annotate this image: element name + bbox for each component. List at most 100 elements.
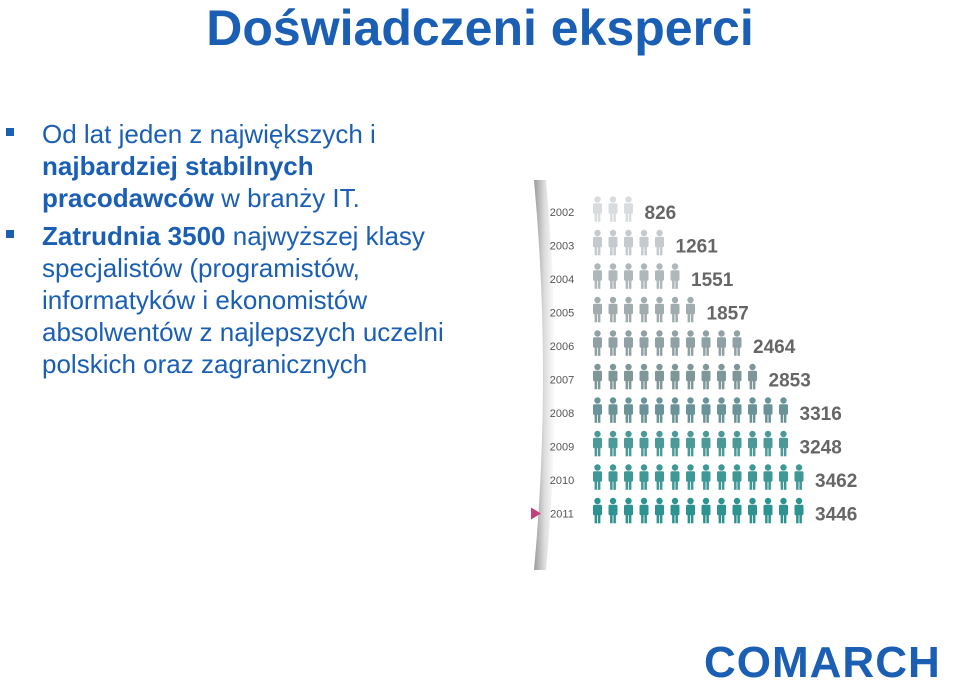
year-label: 2010 — [550, 475, 574, 487]
person-icon — [732, 363, 742, 390]
year-label: 2011 — [550, 509, 574, 521]
year-label: 2007 — [550, 375, 574, 387]
year-label: 2006 — [550, 341, 574, 353]
person-icon — [732, 397, 742, 423]
person-icon — [608, 497, 618, 524]
person-icon — [717, 497, 726, 524]
person-icon — [593, 263, 602, 289]
person-icon — [655, 430, 664, 457]
comarch-logo: COMARCH — [704, 638, 941, 687]
person-icon — [593, 430, 602, 457]
bullet-list: Od lat jeden z największych i najbardzie… — [6, 118, 476, 386]
value-label: 3248 — [800, 438, 842, 459]
chart-row-2006: 2006 2464 — [550, 330, 796, 358]
person-icon — [624, 196, 633, 222]
chart-row-2003: 2003 1261 — [550, 229, 718, 258]
bullet-1-text-1: Od lat jeden z największych i — [42, 119, 376, 149]
chart-row-2004: 2004 1551 — [550, 263, 734, 291]
square-bullet-icon — [6, 230, 14, 238]
year-label: 2009 — [550, 442, 574, 454]
value-label: 2464 — [753, 337, 796, 358]
chart-row-2007: 2007 2853 — [550, 363, 811, 392]
person-icon — [748, 363, 757, 390]
person-icon — [608, 196, 618, 222]
person-icon — [639, 397, 649, 423]
person-icon — [655, 263, 664, 289]
person-icon — [701, 430, 711, 457]
person-icon — [639, 464, 649, 490]
person-icon — [717, 330, 726, 356]
person-icon — [763, 397, 773, 423]
person-icon — [624, 397, 633, 423]
person-icon — [624, 430, 633, 457]
person-icon — [608, 363, 618, 390]
person-icon — [608, 296, 618, 323]
person-icon — [624, 464, 633, 490]
person-icon — [639, 229, 649, 256]
person-icon — [639, 497, 649, 524]
person-icon — [686, 397, 695, 423]
person-icon — [686, 430, 695, 457]
person-icon — [794, 464, 804, 490]
timeline-rail — [534, 180, 555, 570]
person-icon — [608, 330, 618, 356]
person-icon — [608, 397, 618, 423]
person-icon — [686, 296, 695, 323]
person-icon — [593, 497, 602, 524]
value-label: 2853 — [769, 371, 811, 392]
person-icon — [686, 497, 695, 524]
person-icon — [593, 196, 602, 222]
year-label: 2008 — [550, 408, 574, 420]
person-icon — [624, 330, 633, 356]
person-icon — [639, 330, 649, 356]
bullet-1-text-2: najbardziej stabilnych pracodawców — [42, 151, 314, 213]
person-icon — [593, 330, 602, 356]
person-icon — [763, 497, 773, 524]
value-label: 3446 — [815, 505, 857, 526]
person-icon — [593, 229, 602, 256]
chart-row-2009: 2009 3248 — [550, 430, 842, 459]
person-icon — [624, 497, 633, 524]
person-icon — [779, 497, 788, 524]
person-icon — [717, 430, 726, 457]
person-icon — [748, 397, 757, 423]
person-icon — [670, 263, 680, 289]
person-icon — [608, 229, 618, 256]
person-icon — [639, 430, 649, 457]
person-icon — [639, 263, 649, 289]
square-bullet-icon — [6, 128, 14, 136]
year-label: 2003 — [550, 241, 574, 253]
person-icon — [732, 497, 742, 524]
person-icon — [670, 330, 680, 356]
person-icon — [639, 296, 649, 323]
person-icon — [732, 430, 742, 457]
person-icon — [593, 397, 602, 423]
bullet-2-text-1: Zatrudnia 3500 — [42, 221, 226, 251]
person-icon — [670, 363, 680, 390]
marker-triangle-icon — [531, 507, 541, 520]
person-icon — [655, 296, 664, 323]
person-icon — [763, 430, 773, 457]
bullet-item-1: Od lat jeden z największych i najbardzie… — [6, 118, 476, 214]
person-icon — [624, 363, 633, 390]
person-icon — [717, 363, 726, 390]
chart-row-2010: 2010 3462 — [550, 464, 857, 492]
person-icon — [701, 330, 711, 356]
bullet-item-2: Zatrudnia 3500 najwyższej klasy specjali… — [6, 220, 476, 380]
person-icon — [686, 464, 695, 490]
chart-row-2008: 2008 3316 — [550, 397, 842, 425]
person-icon — [748, 464, 757, 490]
person-icon — [794, 497, 804, 524]
year-label: 2002 — [550, 207, 574, 219]
chart-row-2005: 2005 1857 — [550, 296, 749, 325]
bullet-2-text-2: najwyższej klasy specjalistów (programis… — [42, 221, 444, 379]
person-icon — [593, 464, 602, 490]
year-label: 2005 — [550, 308, 574, 320]
person-icon — [701, 497, 711, 524]
person-icon — [779, 397, 788, 423]
person-icon — [593, 363, 602, 390]
value-label: 3316 — [800, 404, 842, 425]
bullet-1-text-3: w branży IT. — [213, 183, 360, 213]
person-icon — [748, 497, 757, 524]
